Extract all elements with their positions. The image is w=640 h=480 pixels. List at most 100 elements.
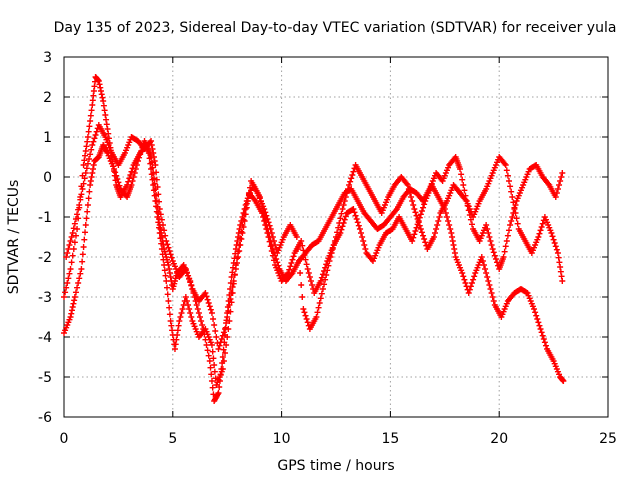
- data-point: [138, 148, 145, 154]
- data-point: [358, 230, 365, 236]
- data-point: [446, 222, 453, 228]
- data-point: [85, 128, 92, 135]
- chart-title: Day 135 of 2023, Sidereal Day-to-day VTE…: [54, 20, 617, 36]
- data-point: [162, 272, 169, 279]
- data-point: [92, 132, 99, 138]
- data-point: [207, 364, 214, 371]
- data-point: [185, 272, 192, 279]
- data-point: [534, 316, 541, 322]
- data-point: [75, 206, 82, 213]
- data-point: [161, 267, 168, 274]
- data-point: [356, 226, 363, 232]
- data-point: [301, 252, 308, 258]
- data-point: [353, 216, 360, 222]
- data-point: [89, 170, 96, 176]
- data-point: [510, 199, 517, 206]
- data-point: [263, 212, 270, 219]
- data-point: [267, 243, 274, 250]
- data-point: [331, 238, 338, 244]
- data-point: [166, 304, 173, 311]
- data-point: [317, 295, 324, 302]
- data-point: [199, 322, 206, 328]
- data-point: [126, 175, 133, 182]
- data-point: [77, 270, 84, 277]
- data-point: [193, 302, 200, 308]
- data-point: [307, 278, 314, 284]
- y-tick-label: -1: [38, 210, 52, 226]
- plot-frame: [63, 56, 609, 418]
- data-point: [241, 218, 248, 224]
- data-point: [420, 232, 427, 239]
- data-point: [339, 223, 346, 230]
- data-point: [230, 278, 237, 284]
- data-point: [67, 238, 74, 244]
- data-point: [559, 170, 566, 176]
- data-point: [480, 262, 487, 268]
- data-point: [239, 230, 246, 236]
- series-arc-main: [61, 74, 566, 404]
- data-point: [325, 262, 332, 269]
- y-tick-label: 1: [43, 130, 52, 146]
- data-point: [159, 251, 166, 258]
- data-point: [504, 172, 511, 179]
- data-point: [187, 279, 194, 286]
- data-point: [158, 246, 165, 252]
- data-point: [507, 222, 514, 228]
- data-point: [76, 275, 83, 282]
- data-point: [315, 304, 322, 311]
- data-point: [155, 219, 162, 226]
- data-point: [65, 275, 72, 282]
- data-point: [231, 272, 238, 278]
- data-point: [153, 203, 160, 210]
- data-point: [290, 253, 297, 260]
- data-point: [535, 319, 542, 326]
- data-point: [69, 252, 76, 259]
- data-point: [264, 216, 271, 222]
- data-point: [450, 242, 457, 248]
- data-point: [306, 274, 313, 280]
- data-point: [558, 174, 565, 180]
- data-point: [411, 206, 418, 212]
- data-point: [171, 346, 178, 352]
- data-point: [208, 371, 215, 378]
- data-point: [532, 309, 539, 316]
- data-point: [270, 238, 277, 244]
- data-point: [153, 176, 160, 183]
- data-point: [88, 107, 95, 114]
- data-point: [539, 332, 546, 339]
- data-point: [101, 107, 108, 114]
- data-point: [485, 230, 492, 236]
- x-tick-label: 10: [273, 431, 291, 447]
- data-point: [470, 276, 477, 283]
- data-point: [208, 378, 215, 384]
- data-point: [410, 234, 417, 241]
- data-point: [351, 209, 358, 216]
- data-point: [212, 328, 219, 334]
- data-point: [329, 246, 336, 252]
- data-point: [348, 175, 355, 182]
- data-point: [68, 310, 75, 317]
- data-point: [218, 336, 225, 342]
- data-point: [157, 211, 164, 218]
- data-point: [336, 220, 343, 226]
- data-point: [63, 284, 70, 291]
- data-point: [554, 186, 561, 192]
- data-point: [70, 300, 77, 307]
- data-point: [65, 246, 72, 252]
- data-point: [458, 171, 465, 178]
- data-point: [97, 88, 104, 94]
- data-point: [148, 166, 155, 172]
- data-point: [272, 242, 279, 248]
- data-point: [127, 172, 134, 178]
- data-point: [300, 306, 307, 312]
- data-point: [161, 262, 168, 268]
- y-tick-label: -6: [38, 410, 52, 426]
- data-point: [155, 191, 162, 198]
- data-point: [87, 178, 94, 184]
- data-point: [503, 167, 510, 174]
- data-point: [554, 250, 561, 256]
- data-point: [465, 290, 472, 296]
- data-point: [205, 352, 212, 359]
- data-point: [176, 318, 183, 324]
- data-point: [81, 236, 88, 243]
